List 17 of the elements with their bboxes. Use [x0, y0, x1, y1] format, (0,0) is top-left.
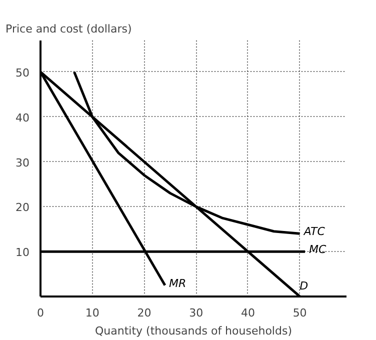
- y-tick-label: 50: [16, 66, 30, 80]
- y-tick-label: 40: [16, 111, 30, 124]
- x-tick-label: 40: [240, 306, 255, 320]
- y-tick-label: 20: [16, 201, 30, 214]
- y-tick-label: 30: [16, 156, 30, 170]
- x-tick-label: 10: [85, 306, 100, 320]
- x-tick-label: 30: [189, 306, 204, 320]
- x-tick-label: 0: [37, 306, 44, 320]
- x-axis-title: Quantity (thousands of households): [95, 324, 292, 338]
- series-label: ATC: [302, 225, 326, 238]
- y-tick-label: 10: [16, 246, 30, 260]
- x-tick-label: 20: [137, 306, 152, 320]
- series-label: MR: [168, 276, 186, 290]
- series-label: MC: [309, 243, 326, 256]
- y-axis-title: Price and cost (dollars): [6, 22, 132, 36]
- series-label: D: [300, 280, 308, 292]
- x-tick-label: 50: [292, 306, 307, 320]
